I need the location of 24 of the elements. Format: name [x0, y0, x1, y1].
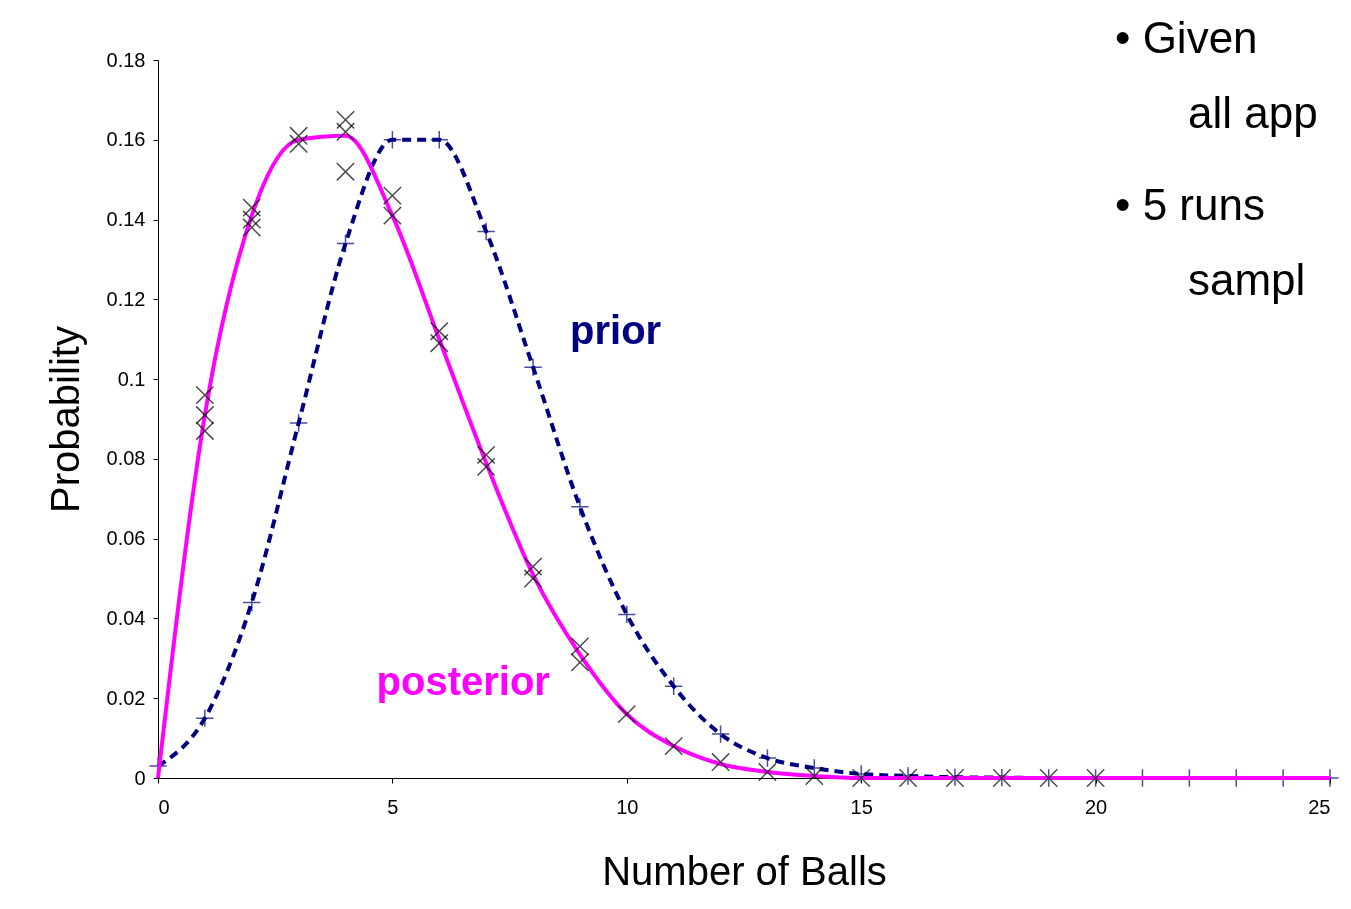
y-tick-label: 0.16 — [106, 128, 146, 151]
y-tick-label: 0.08 — [106, 447, 146, 470]
x-tick-label: 0 — [158, 795, 170, 818]
annotation: • 5 runs — [1115, 180, 1265, 229]
y-axis-title: Probability — [42, 326, 87, 513]
x-tick-label: 20 — [1084, 795, 1108, 818]
y-tick-label: 0.14 — [106, 208, 146, 231]
y-tick-label: 0.12 — [106, 287, 146, 310]
y-tick-label: 0.04 — [106, 606, 146, 629]
x-axis-title: Number of Balls — [602, 848, 887, 893]
y-tick-label: 0 — [134, 766, 146, 789]
series-label: prior — [570, 308, 662, 353]
x-tick-label: 10 — [616, 795, 639, 818]
y-tick-label: 0.1 — [117, 367, 146, 390]
y-tick-label: 0.02 — [106, 686, 146, 709]
x-tick-label: 15 — [850, 795, 873, 818]
x-tick-label: 5 — [387, 795, 399, 818]
annotation: all app — [1188, 88, 1318, 137]
series-label: posterior — [376, 659, 550, 704]
annotation: • Given — [1115, 13, 1258, 62]
x-tick-label: 25 — [1308, 795, 1331, 818]
y-tick-label: 0.18 — [106, 48, 146, 71]
annotation: sampl — [1188, 255, 1306, 304]
y-tick-label: 0.06 — [106, 527, 146, 550]
